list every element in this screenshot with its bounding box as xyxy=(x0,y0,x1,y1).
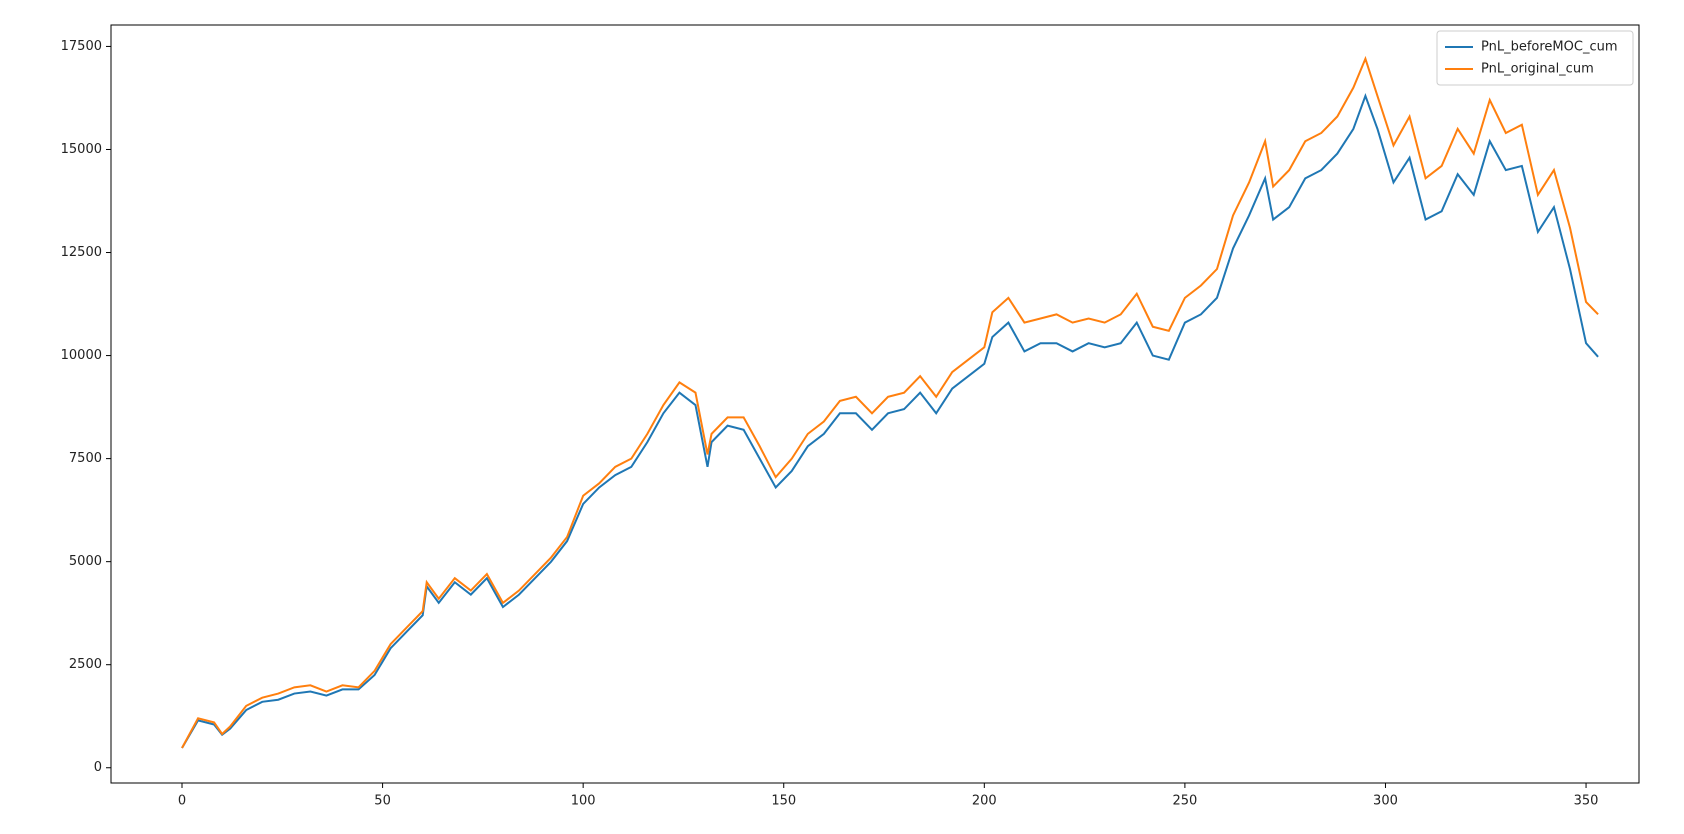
x-tick-label: 350 xyxy=(1574,794,1599,809)
y-tick-label: 10000 xyxy=(61,348,102,363)
y-tick-label: 15000 xyxy=(61,142,102,157)
x-tick-label: 300 xyxy=(1373,794,1398,809)
y-tick-label: 0 xyxy=(94,760,102,775)
x-tick-label: 0 xyxy=(178,794,186,809)
legend-box xyxy=(1436,30,1634,86)
y-tick-label: 2500 xyxy=(69,657,102,672)
y-tick-label: 12500 xyxy=(61,245,102,260)
y-tick-label: 7500 xyxy=(69,451,102,466)
legend-label: PnL_original_cum xyxy=(1481,62,1594,77)
x-tick-label: 250 xyxy=(1172,794,1197,809)
x-tick-label: 50 xyxy=(374,794,391,809)
x-tick-label: 150 xyxy=(771,794,796,809)
y-tick-label: 17500 xyxy=(61,39,102,54)
legend-label: PnL_beforeMOC_cum xyxy=(1481,40,1618,55)
legend: PnL_beforeMOC_cum PnL_original_cum xyxy=(1436,30,1634,86)
series-line xyxy=(181,55,1599,749)
x-tick-label: 200 xyxy=(972,794,997,809)
plot-area xyxy=(110,24,1640,784)
series-line xyxy=(181,92,1599,749)
y-tick-label: 5000 xyxy=(69,554,102,569)
x-tick-label: 100 xyxy=(571,794,596,809)
